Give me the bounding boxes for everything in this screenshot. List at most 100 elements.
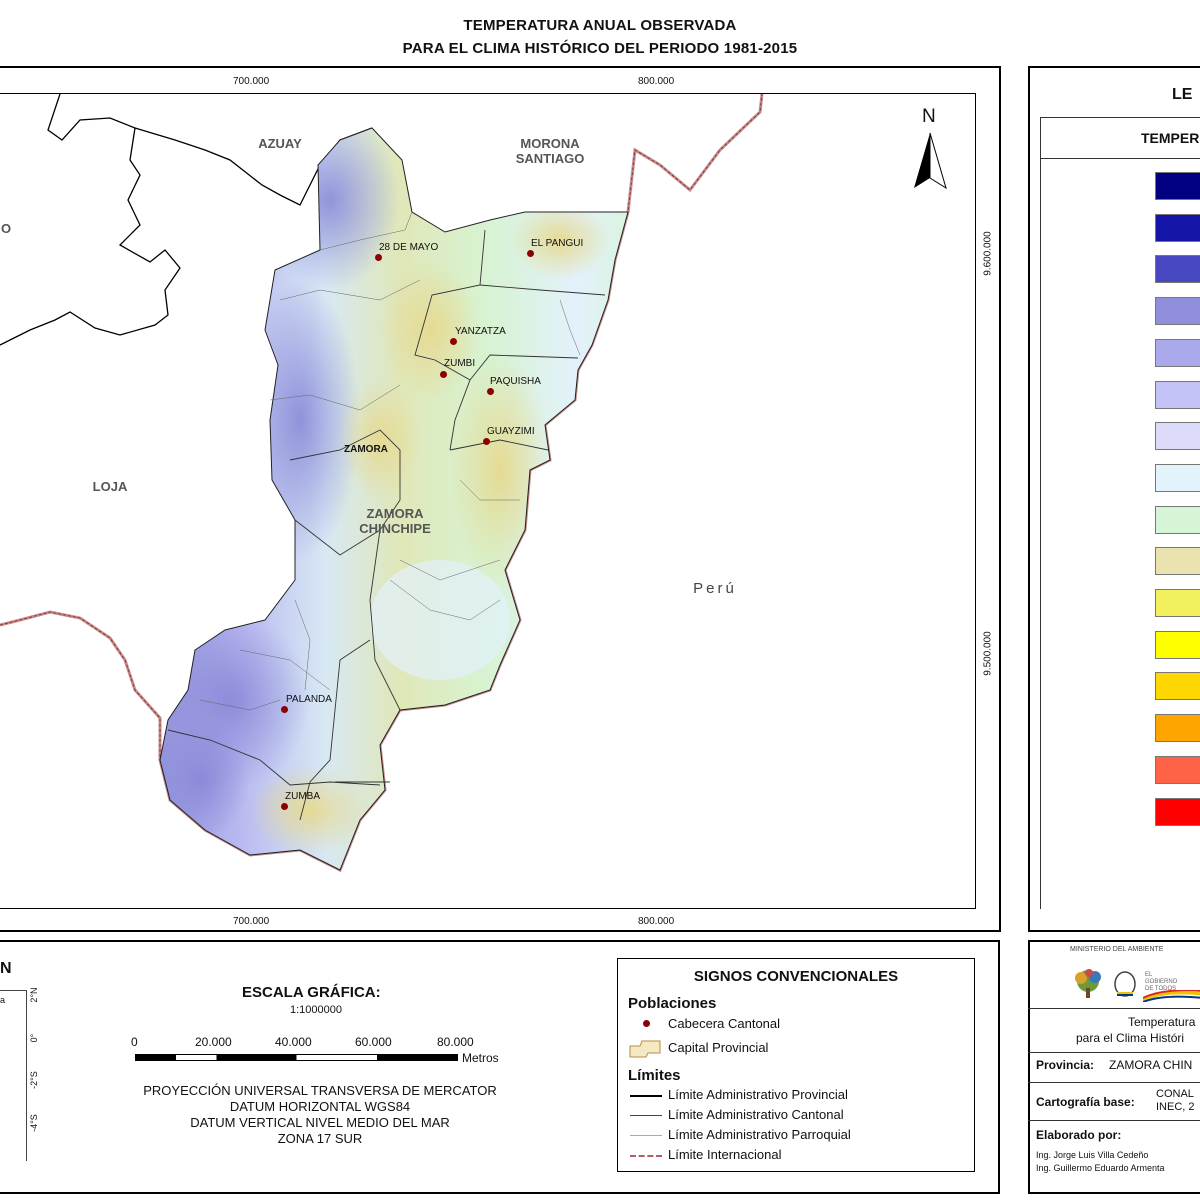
- info-divider-3: [1028, 1082, 1200, 1083]
- map-neatline: [0, 93, 976, 909]
- town-dot-palanda: [281, 706, 288, 713]
- legend-header-box: [1040, 117, 1200, 159]
- info-author1: Ing. Jorge Luis Villa Cedeño: [1036, 1150, 1149, 1160]
- town-label-zumbi: ZUMBI: [444, 358, 476, 369]
- info-provincia-value: ZAMORA CHIN: [1109, 1058, 1193, 1072]
- legend-title: LE: [1172, 86, 1193, 103]
- town-dot-guayzimi: [483, 438, 490, 445]
- coord-top-800000: 800.000: [638, 76, 675, 87]
- scale-projection: PROYECCIÓN UNIVERSAL TRANSVERSA DE MERCA…: [143, 1083, 497, 1098]
- scale-zone: ZONA 17 SUR: [277, 1131, 363, 1146]
- scale-tick-60000: 60.000: [355, 1035, 392, 1049]
- locator-lat-0: 0°: [29, 1033, 39, 1043]
- signos-cabecera: Cabecera Cantonal: [668, 1016, 781, 1031]
- legend-swatch: [1155, 630, 1200, 659]
- town-dot-paquisha: [487, 388, 494, 395]
- scale-tick-0: 0: [131, 1035, 138, 1049]
- info-divider-1: [1028, 1008, 1200, 1009]
- limite-internacional-line-icon: [630, 1155, 662, 1157]
- town-dot-zumbi: [440, 371, 447, 378]
- scale-datum-v: DATUM VERTICAL NIVEL MEDIO DEL MAR: [190, 1115, 450, 1130]
- legend-panel: [1028, 66, 1200, 932]
- town-label-28-de-mayo: 28 DE MAYO: [379, 242, 439, 253]
- town-label-zamora: ZAMORA: [344, 444, 388, 455]
- info-cartografia-value1: CONAL: [1156, 1088, 1194, 1100]
- signos-internacional: Límite Internacional: [668, 1147, 782, 1162]
- north-arrow-icon: [914, 132, 947, 190]
- info-cartografia-label: Cartografía base:: [1036, 1095, 1135, 1109]
- scale-title: ESCALA GRÁFICA:: [242, 984, 381, 1001]
- signos-title: SIGNOS CONVENCIONALES: [693, 968, 899, 985]
- legend-swatch: [1155, 755, 1200, 784]
- town-label-el-pangui: EL PANGUI: [531, 238, 584, 249]
- info-elaborado-label: Elaborado por:: [1036, 1128, 1122, 1142]
- town-label-paquisha: PAQUISHA: [490, 376, 541, 387]
- legend-swatch: [1155, 213, 1200, 242]
- locator-side-text: a: [0, 995, 6, 1005]
- town-dot-el-pangui: [527, 250, 534, 257]
- map-canvas: [0, 94, 947, 873]
- legend-swatch: [1155, 714, 1200, 743]
- legend-swatch: [1155, 297, 1200, 326]
- legend-body-box: [1040, 159, 1200, 909]
- locator-lat-2s: -2°S: [29, 1071, 39, 1089]
- map-title-line1: TEMPERATURA ANUAL OBSERVADA: [463, 17, 737, 34]
- locator-lat-2n: 2°N: [29, 987, 39, 1003]
- cabecera-cantonal-symbol-icon: [643, 1020, 650, 1027]
- info-author2: Ing. Guillermo Eduardo Armenta: [1036, 1163, 1165, 1173]
- legend-swatch: [1155, 505, 1200, 534]
- scale-unit: Metros: [462, 1051, 499, 1065]
- signos-box: [617, 958, 975, 1172]
- ministry-tree-logo-icon: [1075, 969, 1101, 998]
- info-panel: [1028, 940, 1200, 1194]
- limite-provincial-line-icon: [630, 1095, 662, 1097]
- legend-swatch: [1155, 338, 1200, 367]
- scale-bar: [135, 1054, 458, 1061]
- town-dot-zumba: [281, 803, 288, 810]
- town-label-zumba: ZUMBA: [285, 791, 320, 802]
- scale-datum-h: DATUM HORIZONTAL WGS84: [229, 1099, 411, 1114]
- signos-limites: Límites: [628, 1067, 681, 1084]
- info-map-title2: para el Clima Históri: [1076, 1031, 1185, 1045]
- town-label-yanzatza: YANZATZA: [455, 326, 506, 337]
- town-dot-28-de-mayo: [375, 254, 382, 261]
- legend-swatch: [1155, 380, 1200, 409]
- legend-swatch: [1155, 672, 1200, 701]
- locator-map: [0, 990, 27, 1161]
- scale-tick-20000: 20.000: [195, 1035, 232, 1049]
- limite-cantonal-line-icon: [630, 1115, 662, 1116]
- info-cartografia-value2: INEC, 2: [1156, 1101, 1195, 1113]
- town-label-palanda: PALANDA: [286, 694, 332, 705]
- town-dot-yanzatza: [450, 338, 457, 345]
- info-ministry: MINISTERIO DEL AMBIENTE: [1070, 946, 1164, 953]
- region-label-zamora-chinchipe: ZAMORA CHINCHIPE: [359, 506, 431, 536]
- coord-top-700000: 700.000: [233, 76, 270, 87]
- legend-swatch: [1155, 463, 1200, 492]
- bottom-panel: [0, 940, 1000, 1194]
- info-provincia-label: Provincia:: [1036, 1058, 1095, 1072]
- info-divider-2: [1028, 1052, 1200, 1053]
- locator-title: N: [0, 960, 12, 977]
- region-label-left-cut: O: [0, 221, 12, 236]
- region-label-azuay: AZUAY: [258, 136, 302, 151]
- region-label-morona-santiago: MORONA SANTIAGO: [515, 136, 585, 166]
- legend-subtitle: TEMPER: [1141, 130, 1200, 146]
- signos-poblaciones: Poblaciones: [628, 995, 717, 1012]
- ecuador-coat-of-arms-icon: [1114, 971, 1136, 997]
- legend-swatch: [1155, 422, 1200, 451]
- legend-swatch: [1155, 255, 1200, 284]
- region-label-loja: LOJA: [92, 479, 128, 494]
- map-title-line2: PARA EL CLIMA HISTÓRICO DEL PERIODO 1981…: [402, 40, 798, 57]
- signos-cantonal: Límite Administrativo Cantonal: [668, 1107, 844, 1122]
- region-label-peru: Perú: [693, 580, 737, 597]
- legend-swatch: [1155, 172, 1200, 200]
- legend-swatch: [1155, 797, 1200, 826]
- coord-bottom-800000: 800.000: [638, 916, 675, 927]
- town-label-guayzimi: GUAYZIMI: [487, 426, 535, 437]
- scale-tick-40000: 40.000: [275, 1035, 312, 1049]
- north-arrow-letter: N: [922, 106, 936, 127]
- signos-provincial: Límite Administrativo Provincial: [668, 1087, 848, 1102]
- coord-right-9600000: 9.600.000: [982, 231, 994, 276]
- legend-swatch: [1155, 589, 1200, 617]
- coord-bottom-700000: 700.000: [233, 916, 270, 927]
